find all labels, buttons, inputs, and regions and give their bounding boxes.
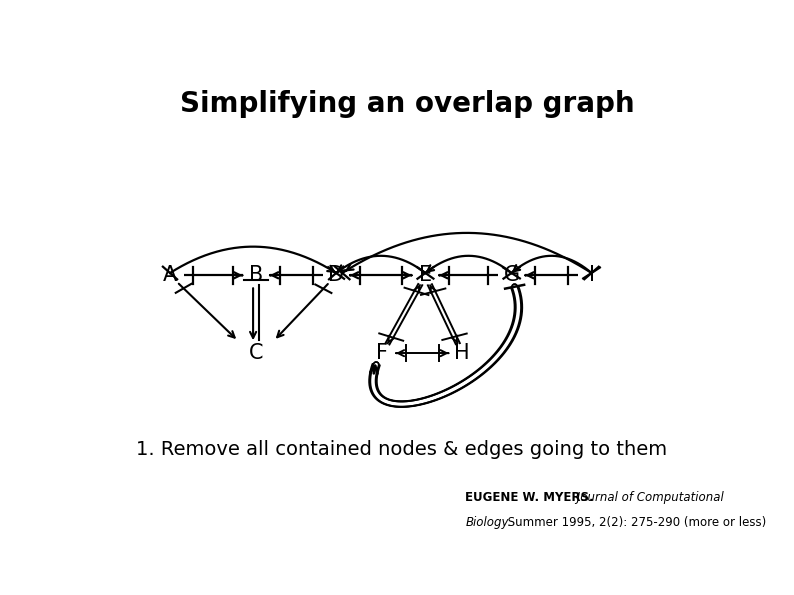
Text: Journal of Computational: Journal of Computational bbox=[573, 491, 724, 503]
Text: C: C bbox=[249, 343, 264, 363]
Text: A: A bbox=[163, 265, 177, 285]
Text: B: B bbox=[249, 265, 264, 285]
Text: I: I bbox=[588, 265, 595, 285]
Text: E: E bbox=[418, 265, 432, 285]
Text: F: F bbox=[376, 343, 388, 363]
Text: D: D bbox=[328, 265, 344, 285]
Text: Summer 1995, 2(2): 275-290 (more or less): Summer 1995, 2(2): 275-290 (more or less… bbox=[503, 516, 765, 529]
Text: EUGENE W. MYERS.: EUGENE W. MYERS. bbox=[465, 491, 594, 503]
Text: Biology.: Biology. bbox=[465, 516, 512, 529]
Text: Simplifying an overlap graph: Simplifying an overlap graph bbox=[179, 90, 634, 118]
Text: H: H bbox=[454, 343, 470, 363]
Text: 1. Remove all contained nodes & edges going to them: 1. Remove all contained nodes & edges go… bbox=[137, 440, 667, 459]
Text: G: G bbox=[503, 265, 519, 285]
